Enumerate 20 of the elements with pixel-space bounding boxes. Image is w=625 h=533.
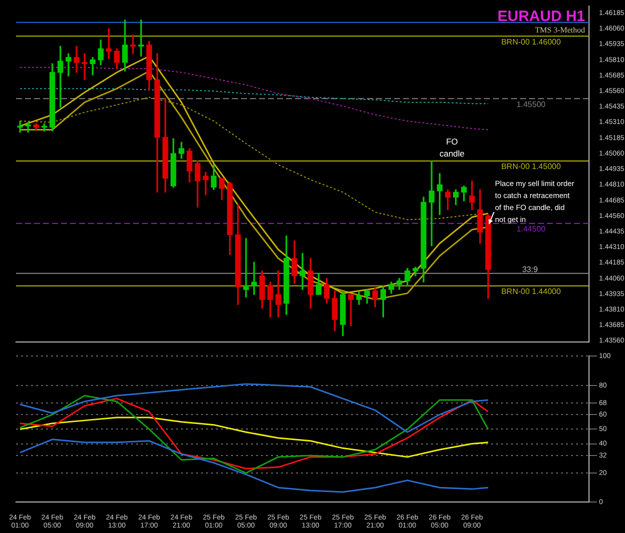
- candlestick: [243, 238, 249, 298]
- chart-title: EURAUD H1: [497, 8, 585, 25]
- ref-line-label: 1.45500: [516, 100, 546, 109]
- candlestick: [251, 262, 257, 295]
- ref-line-label: BRN-00 1.45000: [501, 162, 562, 172]
- annotation: 33:9: [522, 265, 538, 274]
- candlestick: [74, 46, 80, 73]
- line-series: [20, 88, 489, 104]
- ref-line-label: 1.44500: [516, 224, 546, 234]
- candlestick: [348, 294, 354, 326]
- candlestick: [66, 53, 72, 76]
- ref-line-label: BRN-00 1.44000: [501, 287, 562, 296]
- line-series: [20, 66, 489, 130]
- text: TMS 3-Method: [535, 25, 585, 34]
- annotation: FO candle: [439, 136, 465, 158]
- candlestick: [469, 180, 475, 210]
- candlestick: [300, 253, 306, 290]
- candlestick: [130, 34, 136, 54]
- ref-line-label: BRN-00 1.46000: [501, 37, 562, 46]
- candlestick: [17, 120, 23, 133]
